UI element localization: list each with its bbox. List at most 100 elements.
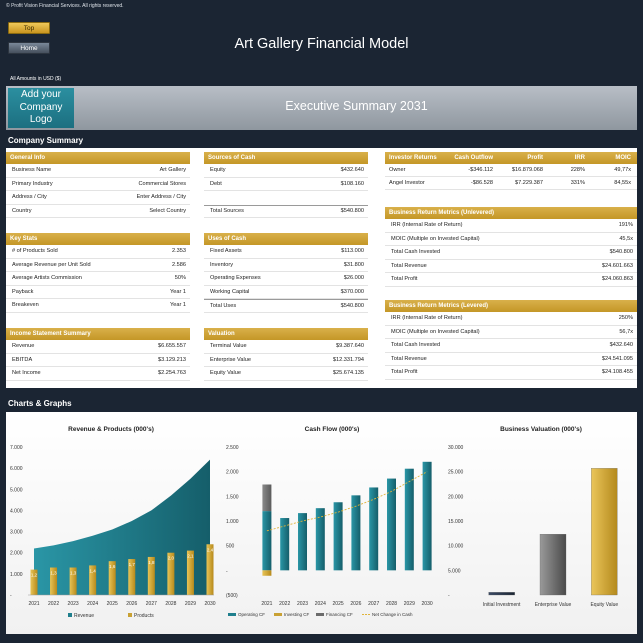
levered-metric-value: 250% bbox=[618, 315, 633, 322]
products-bar-label: 1,4 bbox=[90, 568, 97, 573]
levered-metric-label: IRR (Internal Rate of Return) bbox=[391, 315, 463, 322]
total-sources-value: $540.800 bbox=[340, 208, 364, 215]
unlevered-metric-row: MOIC (Multiple on Invested Capital) 45,5x bbox=[385, 233, 637, 246]
amounts-note: All Amounts in USD ($) bbox=[10, 76, 62, 82]
unlevered-metric-row: Total Cash Invested $540.800 bbox=[385, 246, 637, 260]
general-info-row: Business Name Art Gallery bbox=[6, 164, 190, 178]
key-stat-value: 2.586 bbox=[172, 261, 186, 268]
levered-metric-label: MOIC (Multiple on Invested Capital) bbox=[391, 328, 480, 335]
products-bar bbox=[206, 544, 214, 595]
source-of-cash-value: $108.160 bbox=[340, 180, 364, 187]
general-info-value: Select Country bbox=[149, 207, 186, 214]
unlevered-metric-row: IRR (Internal Rate of Return) 191% bbox=[385, 219, 637, 233]
operating-cf-bar bbox=[404, 468, 414, 571]
general-info-row: Address / City Enter Address / City bbox=[6, 191, 190, 205]
uses-of-cash-title: Uses of Cash bbox=[204, 233, 368, 245]
use-of-cash-row: Inventory $31.800 bbox=[204, 259, 368, 272]
key-stat-row: # of Products Sold 2.353 bbox=[6, 245, 190, 259]
income-statement-label: EBITDA bbox=[12, 356, 33, 363]
key-stat-row: Average Artists Commission 50% bbox=[6, 272, 190, 286]
products-bar-label: 2,1 bbox=[187, 554, 194, 559]
y-tick-label: 7.000 bbox=[10, 445, 23, 451]
y-tick-label: 1.000 bbox=[226, 519, 239, 525]
key-stat-value: Year 1 bbox=[170, 288, 186, 295]
return-unlevered-title: Business Return Metrics (Unlevered) bbox=[385, 207, 637, 219]
valuation-label: Enterprise Value bbox=[210, 356, 251, 363]
key-stat-label: # of Products Sold bbox=[12, 248, 58, 255]
valuation-bar bbox=[488, 592, 515, 596]
x-tick-label: 2026 bbox=[126, 601, 137, 607]
key-stat-value: 50% bbox=[174, 275, 186, 282]
net-change-line bbox=[266, 471, 428, 532]
products-bar bbox=[50, 567, 58, 595]
legend-label: Financing CF bbox=[326, 612, 353, 617]
products-bar-label: 1,3 bbox=[70, 571, 77, 576]
copyright-text: © Profit Vision Financial Services. All … bbox=[6, 3, 124, 9]
unlevered-metric-value: $540.800 bbox=[609, 249, 633, 256]
income-statement-row: Net Income $2.254.763 bbox=[6, 367, 190, 381]
operating-cf-bar bbox=[387, 478, 396, 571]
top-bar: © Profit Vision Financial Services. All … bbox=[0, 0, 643, 84]
top-button[interactable]: Top bbox=[8, 22, 50, 34]
col-cash-outflow: Cash Outflow bbox=[454, 155, 493, 161]
y-tick-label: 2.000 bbox=[10, 551, 23, 557]
levered-metric-value: $432.640 bbox=[609, 342, 633, 349]
investor-name-cell: Owner bbox=[389, 167, 406, 173]
x-tick-label: 2027 bbox=[146, 601, 157, 607]
x-tick-label: 2029 bbox=[185, 601, 196, 607]
revenue-legend-label: Revenue bbox=[74, 613, 94, 619]
uses-of-cash-panel: Uses of Cash Fixed Assets $113.000 Invento… bbox=[204, 233, 368, 313]
levered-metric-row: MOIC (Multiple on Invested Capital) 56,7x bbox=[385, 326, 637, 339]
income-statement-label: Net Income bbox=[12, 370, 41, 377]
income-statement-panel: Income Statement Summary Revenue $6.655.5… bbox=[6, 328, 190, 381]
products-bar bbox=[167, 552, 175, 595]
return-unlevered-panel: Business Return Metrics (Unlevered) IRR … bbox=[385, 207, 637, 287]
y-tick-label: (500) bbox=[226, 593, 238, 599]
col-investor-returns: Investor Returns bbox=[389, 155, 437, 161]
unlevered-metric-value: $24.060.863 bbox=[601, 276, 633, 283]
products-bar-label: 2,4 bbox=[207, 547, 214, 552]
operating-cf-bar bbox=[315, 508, 325, 571]
y-tick-label: 500 bbox=[226, 544, 235, 550]
operating-cf-bar bbox=[262, 511, 272, 571]
irr-cell: 331% bbox=[570, 180, 585, 186]
income-statement-row: EBITDA $3.129.213 bbox=[6, 354, 190, 367]
cash-flow-chart-title: Cash Flow (000's) bbox=[304, 426, 360, 433]
x-tick-label: 2026 bbox=[350, 601, 361, 607]
investor-returns-panel: Investor Returns Cash Outflow Profit IRR… bbox=[385, 152, 637, 190]
general-info-value: Commercial Stores bbox=[138, 180, 186, 187]
products-legend-swatch bbox=[128, 613, 132, 617]
x-tick-label: 2028 bbox=[386, 601, 397, 607]
company-logo-placeholder[interactable]: Add your Company Logo bbox=[8, 88, 74, 128]
revenue-chart-svg: - 1.000 2.000 3.000 4.000 5.000 6.000 7.000 1,2 1… bbox=[10, 445, 216, 619]
valuation-row: Enterprise Value $12.331.794 bbox=[204, 354, 368, 367]
x-tick-label: 2024 bbox=[87, 601, 98, 607]
valuation-chart-svg: - 5.000 10.000 15.000 20.000 25.000 30.000 Init… bbox=[448, 445, 618, 608]
legend-label: Investing CF bbox=[284, 612, 310, 617]
unlevered-metric-label: Total Revenue bbox=[391, 262, 427, 269]
levered-metric-row: Total Revenue $24.541.095 bbox=[385, 353, 637, 366]
y-tick-label: 3.000 bbox=[10, 530, 23, 536]
levered-metric-value: $24.108.455 bbox=[601, 369, 633, 376]
key-stats-panel: Key Stats # of Products Sold 2.353 Average… bbox=[6, 233, 190, 313]
y-tick-label: - bbox=[226, 568, 228, 574]
x-tick-label: 2021 bbox=[261, 601, 272, 607]
investor-row: Owner -$346.112 $16.879.068 228% 49,77x bbox=[385, 164, 637, 177]
revenue-chart-title: Revenue & Products (000's) bbox=[68, 426, 154, 433]
total-uses-row: Total Uses $540.800 bbox=[204, 299, 368, 313]
income-statement-label: Revenue bbox=[12, 343, 35, 350]
key-stat-row: Breakeven Year 1 bbox=[6, 299, 190, 313]
x-tick-label: 2022 bbox=[279, 601, 290, 607]
home-button[interactable]: Home bbox=[8, 42, 50, 54]
y-tick-label: 1.500 bbox=[226, 494, 239, 500]
x-tick-label: 2028 bbox=[165, 601, 176, 607]
legend-swatch bbox=[316, 613, 324, 616]
profit-cell: $7.229.387 bbox=[515, 180, 543, 186]
cash-outflow-cell: -$86.528 bbox=[470, 180, 493, 186]
use-of-cash-value: $26.000 bbox=[343, 275, 364, 282]
unlevered-metric-label: IRR (Internal Rate of Return) bbox=[391, 222, 463, 229]
valuation-value: $9.387.640 bbox=[336, 343, 364, 350]
key-stat-label: Average Artists Commission bbox=[12, 275, 82, 282]
use-of-cash-label: Inventory bbox=[210, 261, 234, 268]
products-bar-label: 1,6 bbox=[109, 564, 116, 569]
